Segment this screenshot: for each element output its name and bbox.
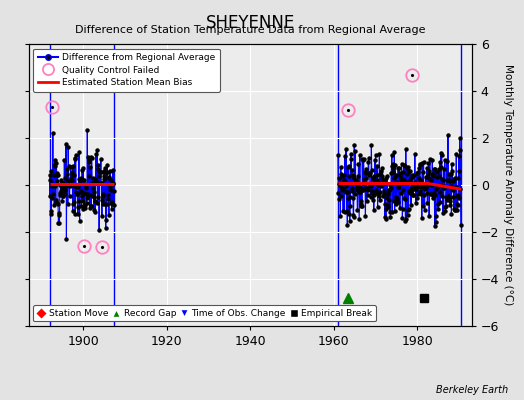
Y-axis label: Monthly Temperature Anomaly Difference (°C): Monthly Temperature Anomaly Difference (… <box>503 64 513 306</box>
Text: Difference of Station Temperature Data from Regional Average: Difference of Station Temperature Data f… <box>75 25 425 35</box>
Text: SHEYENNE: SHEYENNE <box>206 14 295 32</box>
Text: Berkeley Earth: Berkeley Earth <box>436 385 508 395</box>
Legend: Station Move, Record Gap, Time of Obs. Change, Empirical Break: Station Move, Record Gap, Time of Obs. C… <box>34 305 376 322</box>
